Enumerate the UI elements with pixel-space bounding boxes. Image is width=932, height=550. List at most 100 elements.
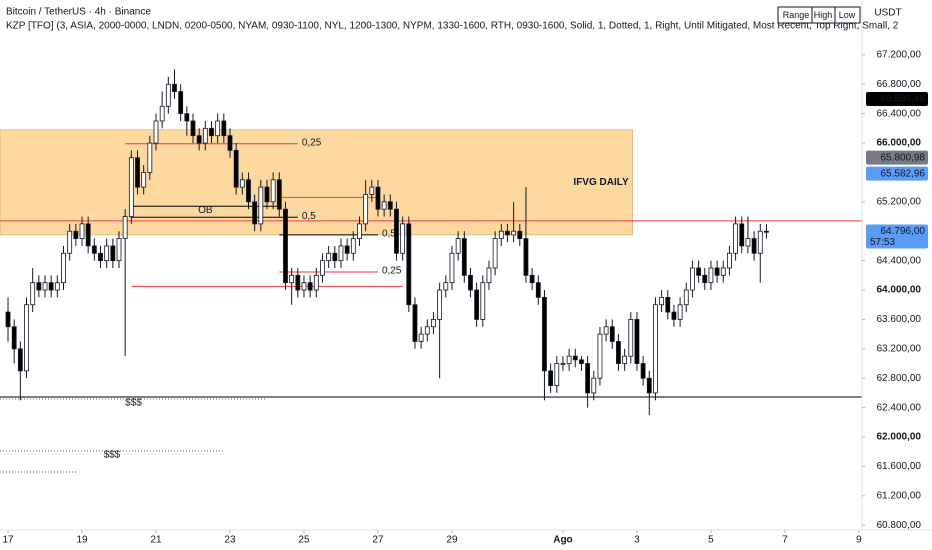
- candle-body: [480, 282, 486, 320]
- plot: IFVG DAILY 0,25 OB 0,5 0,5 0,25 $$$ $$$: [0, 69, 862, 473]
- candle-body: [11, 326, 17, 350]
- candle-body: [363, 194, 369, 225]
- y-tick-label: 64.400,00: [877, 255, 922, 266]
- candle-body: [338, 245, 344, 262]
- candle-body: [283, 208, 288, 284]
- candle-body: [61, 252, 66, 284]
- candle-body: [270, 179, 276, 203]
- candle-body: [406, 223, 412, 306]
- x-tick-label: 21: [150, 535, 162, 546]
- candle-body: [708, 267, 714, 284]
- candle-body: [449, 252, 455, 284]
- candle-body: [640, 363, 646, 379]
- y-tick-label: 65.200,00: [877, 196, 922, 207]
- candle-body: [202, 127, 208, 144]
- level-label: $$$: [104, 450, 121, 461]
- candle-body: [48, 282, 54, 291]
- candle-body: [98, 252, 103, 262]
- candle-body: [104, 245, 110, 262]
- price-tag-label: 65.582,96: [881, 168, 926, 179]
- y-tick-label: 67.200,00: [877, 49, 922, 60]
- candle-body: [468, 274, 473, 291]
- candle-body: [431, 319, 436, 328]
- candle-body: [258, 186, 264, 225]
- x-tick-label: 29: [446, 535, 458, 546]
- candle-body: [184, 113, 190, 122]
- x-tick-label: 25: [298, 535, 310, 546]
- candle-body: [332, 252, 338, 262]
- level-label: $$$: [125, 398, 142, 409]
- candle-body: [437, 289, 443, 320]
- candle-body: [153, 120, 159, 144]
- candle-body: [221, 120, 227, 137]
- low-button[interactable]: Low: [839, 10, 856, 20]
- candle-body: [677, 304, 683, 320]
- candle-body: [227, 135, 233, 151]
- candle-body: [307, 282, 313, 291]
- candle-body: [24, 304, 29, 372]
- candle-body: [209, 127, 214, 137]
- candle-body: [702, 274, 708, 284]
- candle-body: [5, 311, 11, 328]
- candle-body: [572, 355, 578, 361]
- price-tag-label: 66.599,48: [881, 94, 926, 105]
- candle-body: [295, 274, 301, 291]
- candle-body: [381, 201, 387, 210]
- candle-body: [141, 172, 147, 188]
- candle-body: [178, 91, 184, 115]
- candle-body: [745, 238, 751, 247]
- candle-body: [634, 319, 640, 364]
- y-tick-label: 61.600,00: [877, 461, 922, 472]
- candle-body: [653, 304, 658, 394]
- x-tick-label: 19: [76, 535, 88, 546]
- price-tag-label: 64.796,00: [881, 226, 926, 237]
- x-tick-label: 27: [372, 535, 384, 546]
- candle-body: [757, 230, 763, 254]
- candle-body: [91, 245, 97, 254]
- y-tick-label: 62.000,00: [877, 432, 922, 443]
- header: Bitcoin / TetherUS · 4h · Binance KZP [T…: [6, 6, 902, 32]
- button-group: [777, 6, 861, 24]
- axes: 60.800,00 61.200,00 61.600,00 62.000,00 62.4…: [2, 49, 928, 546]
- candle-body: [67, 230, 73, 254]
- candle-body: [443, 282, 449, 291]
- candle-body: [73, 230, 79, 239]
- candle-body: [54, 282, 60, 291]
- candle-body: [523, 238, 529, 276]
- candle-body: [616, 341, 621, 364]
- countdown: 57:53: [870, 237, 895, 248]
- candle-body: [690, 267, 695, 291]
- candle-body: [554, 363, 560, 386]
- candle-body: [727, 252, 732, 269]
- y-tick-label: 61.200,00: [877, 490, 922, 501]
- candle-body: [128, 157, 134, 217]
- candle-body: [560, 363, 566, 365]
- candle-body: [461, 238, 467, 276]
- candle-body: [486, 267, 492, 284]
- x-tick-label: 3: [634, 535, 640, 546]
- candle-body: [135, 157, 140, 188]
- candle-body: [418, 333, 424, 342]
- candle-body: [394, 208, 399, 254]
- candle-body: [30, 282, 36, 306]
- candle-body: [400, 223, 406, 254]
- y-tick-label: 66.800,00: [877, 79, 922, 90]
- y-tick-label: 63.200,00: [877, 343, 922, 354]
- candle-body: [424, 326, 430, 335]
- candle-body: [591, 377, 597, 394]
- currency[interactable]: USDT: [874, 8, 901, 19]
- candle-body: [455, 238, 461, 254]
- zone-label: IFVG DAILY: [573, 177, 629, 188]
- candle-body: [511, 230, 517, 236]
- candle-body: [42, 282, 48, 291]
- x-tick-label: 5: [708, 535, 714, 546]
- candle-body: [326, 252, 332, 262]
- candle-body: [246, 179, 251, 203]
- candle-body: [517, 230, 523, 239]
- candle-body: [585, 363, 591, 394]
- candle-body: [79, 223, 85, 239]
- candle-body: [474, 289, 480, 320]
- range-button[interactable]: Range: [783, 10, 810, 20]
- high-button[interactable]: High: [814, 10, 833, 20]
